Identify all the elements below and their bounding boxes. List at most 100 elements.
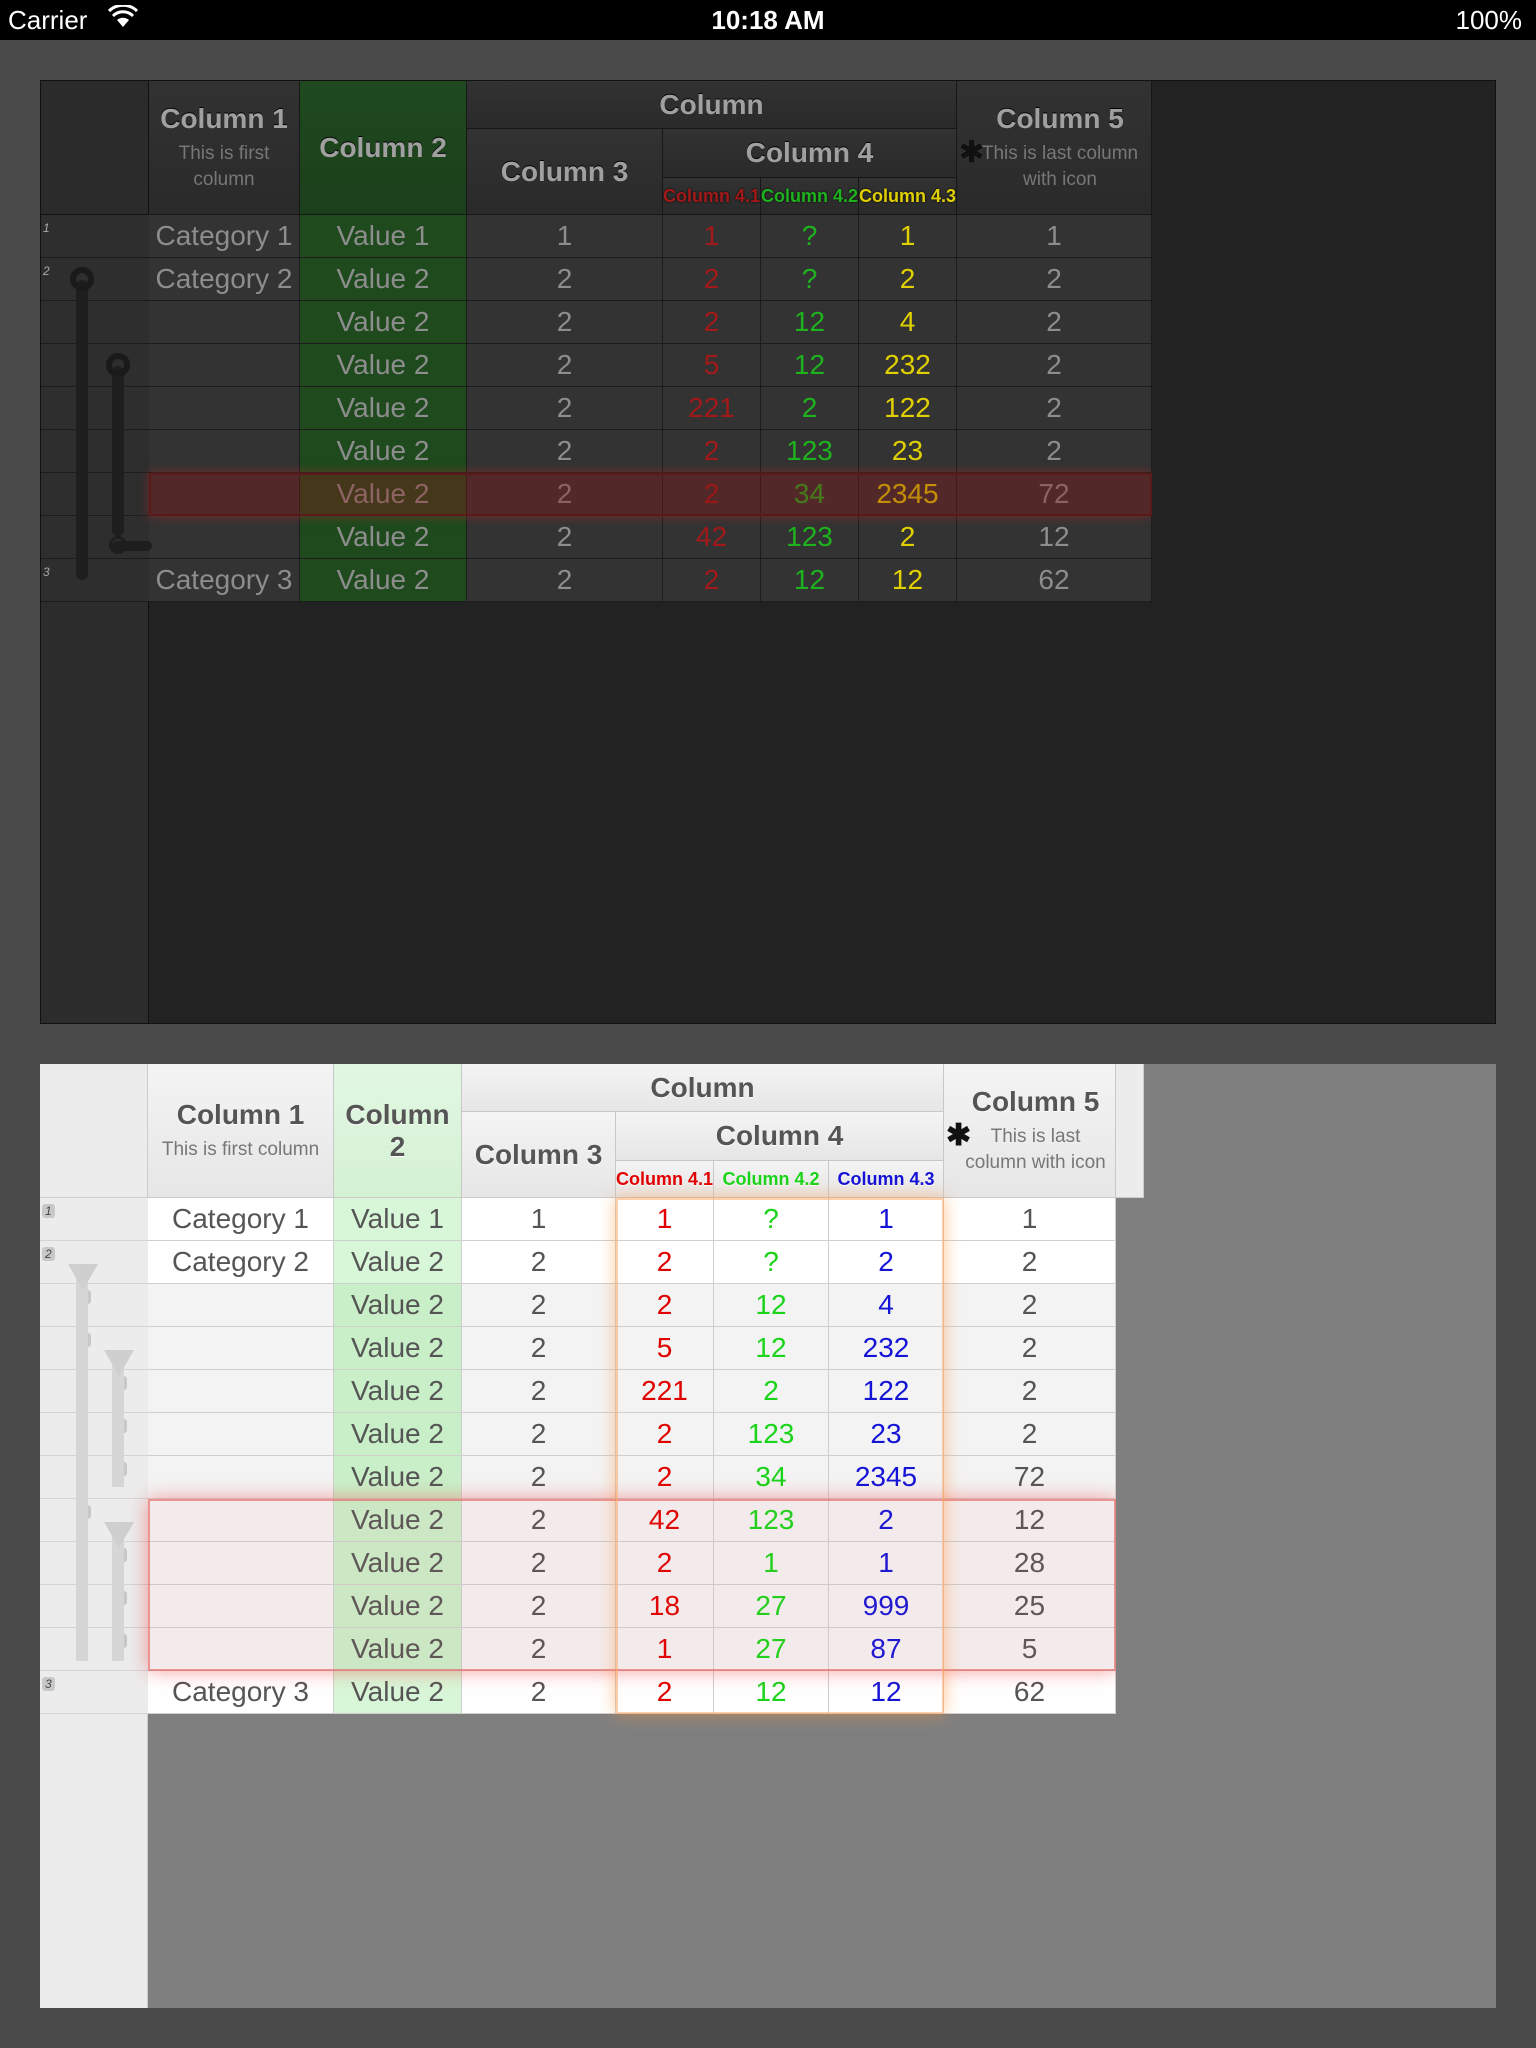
cell-column-4-3[interactable]: 12: [859, 559, 957, 602]
cell-column-3[interactable]: 1: [467, 215, 663, 258]
row-header[interactable]: [41, 301, 149, 344]
cell-column-5[interactable]: 2: [957, 387, 1152, 430]
cell-column-5[interactable]: 2: [957, 430, 1152, 473]
cell-column-3[interactable]: 2: [462, 1542, 616, 1585]
cell-column-5[interactable]: 2: [944, 1413, 1116, 1456]
cell-column-4-1[interactable]: 221: [663, 387, 761, 430]
cell-column-4-3[interactable]: 2: [829, 1499, 944, 1542]
header-column-5[interactable]: Column 5 This is last column with icon: [944, 1064, 1116, 1198]
cell-column-1[interactable]: [148, 1413, 334, 1456]
cell-column-1[interactable]: Category 3: [148, 1671, 334, 1714]
cell-column-3[interactable]: 2: [467, 559, 663, 602]
cell-column-2[interactable]: Value 2: [300, 430, 467, 473]
cell-column-4-3[interactable]: 2: [859, 258, 957, 301]
cell-column-4-3[interactable]: 23: [829, 1413, 944, 1456]
cell-column-1[interactable]: [149, 344, 300, 387]
cell-column-1[interactable]: [148, 1628, 334, 1671]
row-header[interactable]: [41, 559, 149, 602]
cell-column-4-2[interactable]: 123: [714, 1413, 829, 1456]
cell-column-1[interactable]: [149, 473, 300, 516]
cell-column-2[interactable]: Value 2: [334, 1499, 462, 1542]
cell-column-3[interactable]: 2: [467, 473, 663, 516]
cell-column-3[interactable]: 2: [462, 1327, 616, 1370]
cell-column-4-1[interactable]: 2: [663, 430, 761, 473]
row-header[interactable]: [40, 1456, 148, 1499]
cell-column-4-3[interactable]: 2345: [859, 473, 957, 516]
disclosure-triangle-icon[interactable]: [104, 1522, 134, 1548]
cell-column-2[interactable]: Value 2: [300, 387, 467, 430]
cell-column-4-1[interactable]: 42: [616, 1499, 714, 1542]
cell-column-3[interactable]: 1: [462, 1198, 616, 1241]
cell-column-3[interactable]: 2: [462, 1499, 616, 1542]
row-header[interactable]: [41, 473, 149, 516]
cell-column-4-2[interactable]: 12: [714, 1327, 829, 1370]
cell-column-4-2[interactable]: 27: [714, 1585, 829, 1628]
cell-column-1[interactable]: Category 2: [148, 1241, 334, 1284]
cell-column-1[interactable]: [149, 516, 300, 559]
cell-column-4-2[interactable]: 123: [761, 516, 859, 559]
header-column-2[interactable]: Column 2: [334, 1064, 462, 1198]
cell-column-4-1[interactable]: 42: [663, 516, 761, 559]
tree-node-icon[interactable]: [106, 353, 130, 377]
cell-column-4-2[interactable]: 34: [714, 1456, 829, 1499]
cell-column-1[interactable]: [148, 1542, 334, 1585]
cell-column-4-2[interactable]: 2: [761, 387, 859, 430]
cell-column-3[interactable]: 2: [467, 516, 663, 559]
header-column-group[interactable]: Column: [467, 81, 957, 129]
cell-column-4-1[interactable]: 2: [663, 473, 761, 516]
cell-column-2[interactable]: Value 2: [300, 516, 467, 559]
cell-column-4-3[interactable]: 2: [859, 516, 957, 559]
row-header[interactable]: [41, 516, 149, 559]
cell-column-4-2[interactable]: ?: [761, 258, 859, 301]
cell-column-1[interactable]: [148, 1370, 334, 1413]
cell-column-4-1[interactable]: 2: [663, 559, 761, 602]
cell-column-4-3[interactable]: 2: [829, 1241, 944, 1284]
cell-column-4-3[interactable]: 12: [829, 1671, 944, 1714]
cell-column-4-1[interactable]: 2: [616, 1413, 714, 1456]
cell-column-1[interactable]: [149, 387, 300, 430]
header-column-4-2[interactable]: Column 4.2: [761, 178, 859, 215]
cell-column-4-3[interactable]: 122: [829, 1370, 944, 1413]
cell-column-3[interactable]: 2: [467, 344, 663, 387]
cell-column-4-2[interactable]: 12: [761, 301, 859, 344]
cell-column-4-1[interactable]: 1: [616, 1628, 714, 1671]
header-column-4-3[interactable]: Column 4.3: [859, 178, 957, 215]
cell-column-1[interactable]: Category 1: [149, 215, 300, 258]
header-column-4[interactable]: Column 4: [663, 129, 957, 178]
cell-column-5[interactable]: 2: [944, 1284, 1116, 1327]
cell-column-3[interactable]: 2: [462, 1585, 616, 1628]
cell-column-4-3[interactable]: 4: [829, 1284, 944, 1327]
header-column-group[interactable]: Column: [462, 1064, 944, 1112]
header-column-4-1[interactable]: Column 4.1: [663, 178, 761, 215]
cell-column-1[interactable]: [148, 1327, 334, 1370]
cell-column-4-2[interactable]: 27: [714, 1628, 829, 1671]
cell-column-4-3[interactable]: 2345: [829, 1456, 944, 1499]
cell-column-5[interactable]: 12: [957, 516, 1152, 559]
cell-column-4-3[interactable]: 232: [829, 1327, 944, 1370]
cell-column-2[interactable]: Value 2: [300, 473, 467, 516]
cell-column-4-2[interactable]: 12: [761, 559, 859, 602]
cell-column-5[interactable]: 62: [957, 559, 1152, 602]
cell-column-5[interactable]: 2: [957, 344, 1152, 387]
cell-column-3[interactable]: 2: [462, 1241, 616, 1284]
cell-column-4-3[interactable]: 1: [859, 215, 957, 258]
cell-column-4-1[interactable]: 1: [663, 215, 761, 258]
cell-column-4-2[interactable]: ?: [761, 215, 859, 258]
cell-column-3[interactable]: 2: [462, 1671, 616, 1714]
cell-column-4-1[interactable]: 2: [616, 1456, 714, 1499]
cell-column-5[interactable]: 2: [944, 1327, 1116, 1370]
row-header[interactable]: [40, 1585, 148, 1628]
cell-column-3[interactable]: 2: [462, 1413, 616, 1456]
cell-column-2[interactable]: Value 2: [334, 1671, 462, 1714]
cell-column-4-2[interactable]: 34: [761, 473, 859, 516]
row-header[interactable]: [40, 1542, 148, 1585]
cell-column-4-1[interactable]: 2: [663, 301, 761, 344]
header-column-1[interactable]: Column 1 This is first column: [149, 81, 300, 215]
row-header[interactable]: [41, 215, 149, 258]
cell-column-2[interactable]: Value 2: [334, 1456, 462, 1499]
cell-column-5[interactable]: 25: [944, 1585, 1116, 1628]
cell-column-4-1[interactable]: 1: [616, 1198, 714, 1241]
cell-column-4-3[interactable]: 999: [829, 1585, 944, 1628]
cell-column-5[interactable]: 28: [944, 1542, 1116, 1585]
cell-column-1[interactable]: [149, 430, 300, 473]
